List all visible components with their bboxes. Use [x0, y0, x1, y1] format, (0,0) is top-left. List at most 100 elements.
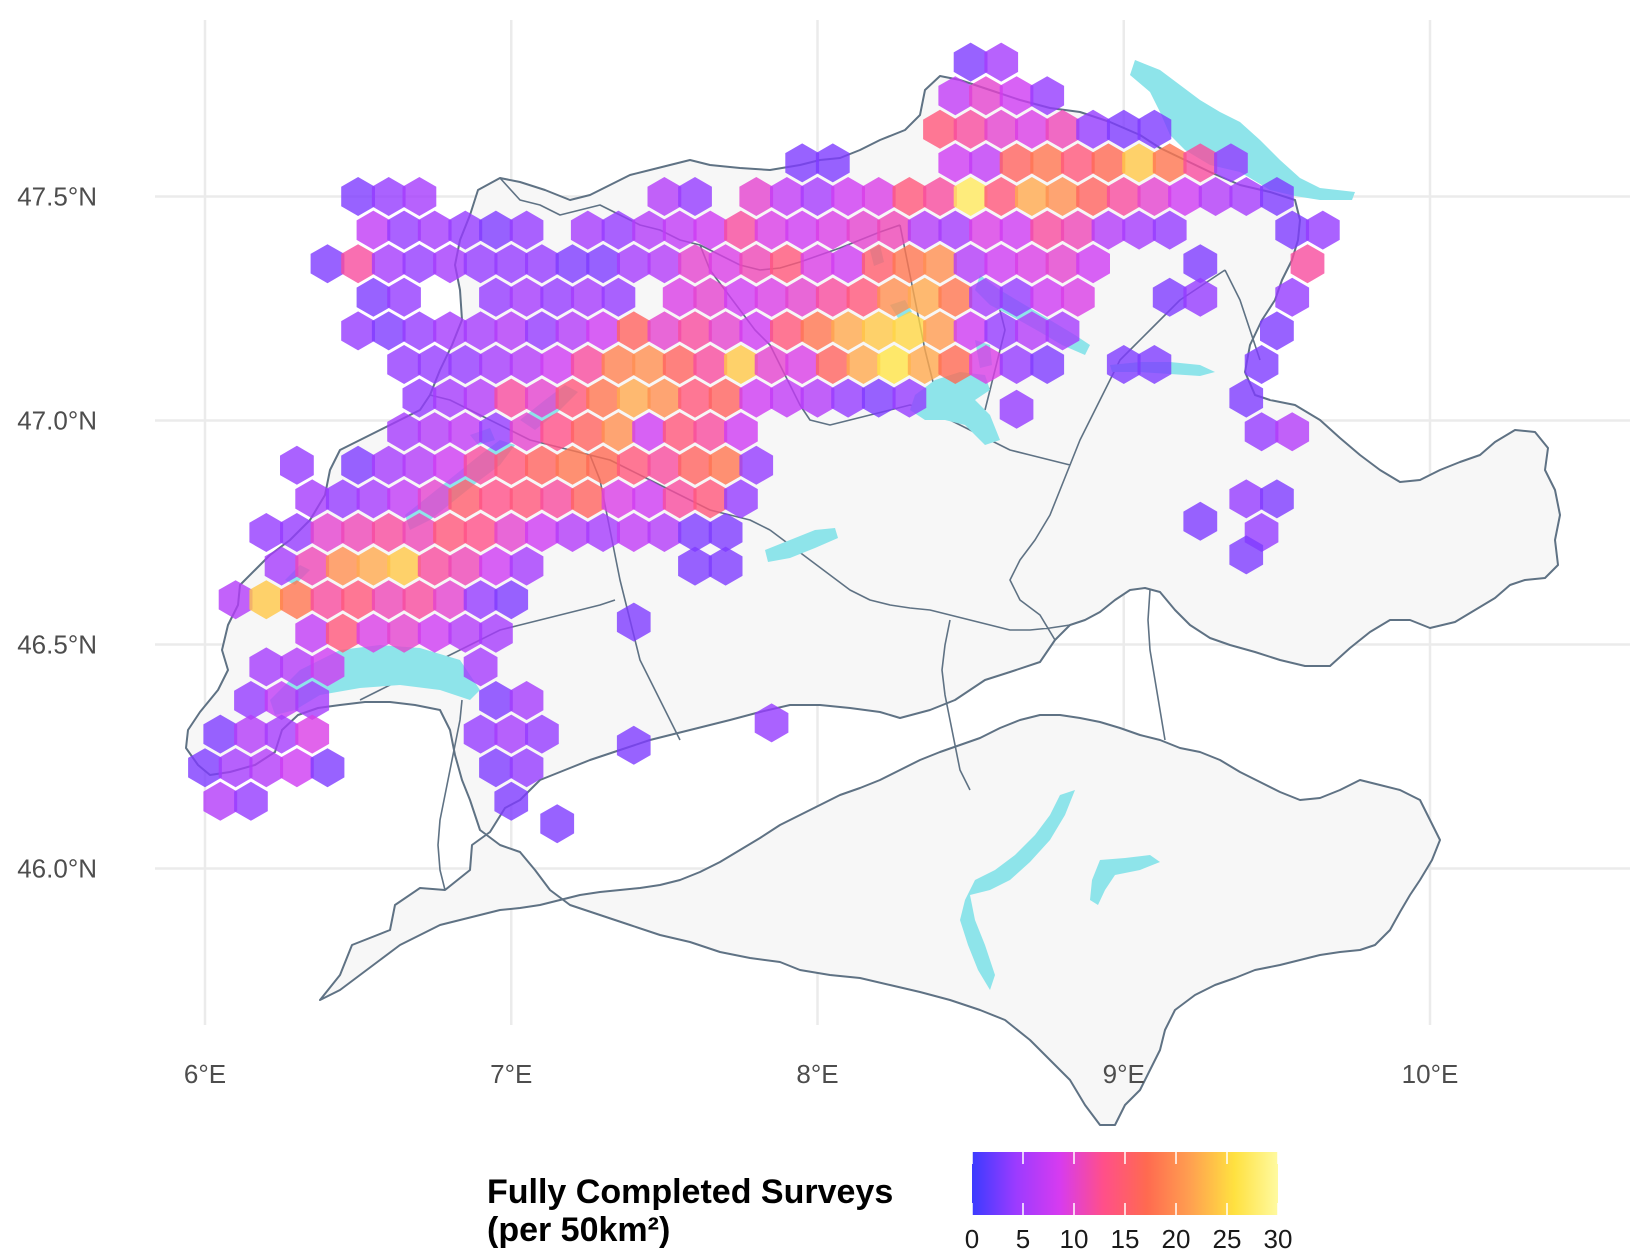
hexbin-cell	[402, 513, 437, 552]
legend-tick-label: 0	[965, 1224, 979, 1254]
hexbin-cell	[1137, 109, 1172, 149]
hexbin-cell	[1244, 412, 1279, 452]
hexbin-cell	[494, 378, 529, 418]
hexbin-cell	[494, 513, 529, 552]
hexbin-cell	[647, 311, 682, 351]
hexbin-cell	[846, 210, 881, 250]
hexbin-cell	[325, 546, 360, 586]
hexbin-cell	[647, 445, 682, 485]
lake-constance	[1130, 60, 1355, 200]
hexbin-cell	[1122, 210, 1156, 250]
hexbin-cell	[402, 445, 437, 485]
hexbin-cell	[662, 210, 697, 250]
hexbin-cell	[601, 210, 636, 250]
hexbin-cell	[280, 580, 314, 620]
hexbin-cell	[295, 681, 330, 720]
hexbin-cell	[1275, 412, 1310, 452]
hexbin-cell	[892, 177, 927, 216]
hexbin-cell	[433, 244, 467, 284]
hexbin-cell	[754, 277, 789, 317]
hexbin-cell	[1091, 143, 1126, 183]
hexbin-cell	[831, 244, 865, 284]
hexbin-cell	[387, 210, 421, 250]
hexbin-cell	[616, 311, 651, 351]
hexbin-cell	[341, 244, 375, 284]
hexbin-cell	[693, 277, 728, 317]
hexbin-cell	[678, 445, 712, 485]
hexbin-cell	[509, 345, 544, 384]
hexbin-cell	[724, 277, 758, 317]
hexbin-cell	[907, 210, 942, 250]
hexbin-cell	[923, 244, 957, 284]
hexbin-cell	[494, 445, 529, 485]
hexbin-cell	[662, 345, 697, 384]
hexbin-cell	[999, 76, 1034, 116]
hexbin-cell	[861, 378, 896, 418]
hexbin-cell	[1152, 277, 1187, 317]
hexbin-cell	[371, 244, 406, 284]
hexbin-cell	[815, 143, 850, 183]
hexbin-cell	[1229, 479, 1264, 519]
hexbin-cell	[708, 513, 743, 552]
hexbin-cell	[1260, 479, 1294, 519]
hexbin-cell	[479, 345, 513, 384]
hexbin-cell	[463, 311, 498, 351]
hexbin-cell	[754, 345, 789, 384]
hexbin-cell	[1015, 311, 1049, 351]
hexbin-cell	[387, 345, 421, 384]
hexbin-cell	[815, 345, 850, 384]
hexbin-cell	[479, 479, 513, 519]
hexbin-cell	[1260, 177, 1294, 216]
hexbin-cell	[969, 143, 1003, 183]
hexbin-cell	[402, 580, 437, 620]
hexbin-cell	[1183, 244, 1218, 284]
hexbin-cell	[555, 244, 590, 284]
hexbin-cell	[494, 244, 529, 284]
legend-tick-label: 30	[1264, 1224, 1293, 1254]
hexbin-cell	[708, 546, 743, 586]
hexbin-cell	[616, 244, 651, 284]
hexbin-cell	[509, 681, 544, 720]
hexbin-cell	[785, 143, 820, 183]
hexbin-cell	[1168, 177, 1202, 216]
hexbin-cell	[739, 244, 774, 284]
hexbin-cell	[969, 76, 1003, 116]
hexbin-cell	[647, 513, 682, 552]
hexbin-cell	[785, 345, 820, 384]
hexbin-cell	[463, 647, 498, 687]
hexbin-cell	[693, 210, 728, 250]
hexbin-cell	[387, 412, 421, 452]
hexbin-cell	[785, 210, 820, 250]
hexbin-cell	[356, 613, 391, 653]
legend-title-line1: Fully Completed Surveys	[487, 1173, 893, 1211]
hexbin-cell	[601, 345, 636, 384]
hexbin-cell	[249, 513, 284, 552]
hexbin-cell	[662, 479, 697, 519]
hexbin-cell	[800, 378, 835, 418]
hexbin-cell	[387, 479, 421, 519]
hexbin-cell	[1045, 244, 1080, 284]
hexbin-cell	[402, 177, 437, 216]
hexbin-cell	[371, 513, 406, 552]
lake-lucerne	[910, 372, 1000, 445]
hexbin-cell	[1015, 177, 1049, 216]
hexbin-cell	[1030, 345, 1065, 384]
hexbin-cell	[923, 177, 957, 216]
y-tick-label: 46.0°N	[17, 854, 97, 884]
hexbin-cell	[892, 378, 927, 418]
hexbin-cell	[953, 177, 988, 216]
hexbin-cell	[969, 210, 1003, 250]
hexbin-cell	[693, 479, 728, 519]
hexbin-cell	[356, 546, 391, 586]
axis-labels: 6°E 7°E 8°E 9°E 10°E 46.0°N 46.5°N 47.0°N 47.5°N	[17, 182, 1458, 1090]
hexbin-cell	[754, 210, 789, 250]
hexbin-cell	[586, 445, 620, 485]
hexbin-cell	[356, 277, 391, 317]
hexbin-cell	[1152, 210, 1187, 250]
hexbin-cell	[892, 244, 927, 284]
hexbin-cell	[907, 277, 942, 317]
hexbin-cell	[433, 445, 467, 485]
hexbin-cell	[555, 378, 590, 418]
hexbin-cell	[479, 412, 513, 452]
y-tick-label: 47.5°N	[17, 182, 97, 212]
